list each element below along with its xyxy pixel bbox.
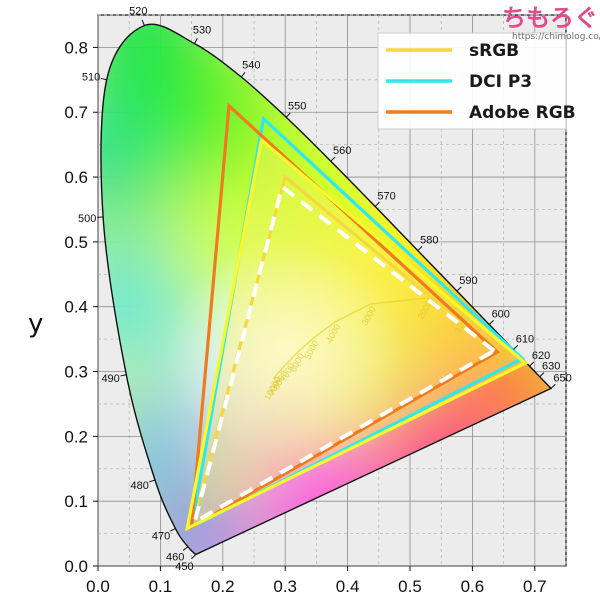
gamut-triangle-adobe-rgb — [189, 102, 501, 531]
wavelength-tick — [488, 320, 494, 325]
wavelength-label: 530 — [193, 24, 211, 36]
wavelength-tick — [529, 361, 535, 367]
wavelength-label: 560 — [333, 145, 351, 157]
wavelength-label: 500 — [78, 213, 96, 225]
x-axis: 0.0 0.1 0.2 0.3 0.4 0.5 0.6 0.7 — [86, 566, 547, 596]
wavelength-tick — [417, 246, 423, 251]
wavelength-label: 620 — [532, 350, 550, 362]
wavelength-label: 470 — [152, 531, 170, 543]
wavelength-tick — [100, 77, 107, 81]
wavelength-label: 570 — [377, 190, 395, 202]
y-tick-label: 0.1 — [64, 492, 88, 511]
wavelength-tick — [456, 286, 462, 292]
measured-gamut-fill — [187, 140, 526, 529]
wavelength-tick — [169, 528, 176, 532]
wavelength-tick — [240, 72, 246, 78]
wavelength-label: 610 — [516, 333, 534, 345]
wavelength-label: 630 — [542, 361, 560, 373]
y-tick-label: 0.4 — [64, 298, 88, 317]
wavelength-label: 650 — [553, 372, 571, 384]
y-tick-label: 0.8 — [64, 38, 88, 57]
watermark-url: https://chimolog.co/ — [512, 32, 600, 42]
wavelength-tick — [330, 156, 336, 162]
legend: sRGB DCI P3 Adobe RGB — [377, 32, 576, 130]
x-tick-label: 0.1 — [149, 577, 173, 596]
wavelength-tick — [513, 344, 519, 350]
wavelength-tick — [194, 38, 198, 44]
wavelength-label: 550 — [288, 101, 306, 113]
wavelength-label: 460 — [166, 552, 184, 564]
legend-label: sRGB — [469, 41, 519, 61]
x-tick-label: 0.7 — [523, 577, 547, 596]
gamut-triangles — [185, 102, 529, 532]
watermark-title: ちもろぐ — [502, 4, 598, 32]
wavelength-tick — [120, 374, 127, 377]
x-tick-label: 0.3 — [273, 577, 297, 596]
x-tick-label: 0.2 — [211, 577, 235, 596]
wavelength-label: 490 — [101, 373, 119, 385]
y-axis: 0.0 0.1 0.2 0.3 0.4 0.5 0.6 0.7 0.8 — [64, 38, 98, 576]
wavelength-tick — [539, 372, 545, 378]
wavelength-label: 510 — [82, 71, 100, 83]
wavelength-tick — [285, 112, 291, 118]
wavelength-label: 580 — [420, 234, 438, 246]
x-tick-label: 0.0 — [86, 577, 110, 596]
wavelength-label: 480 — [131, 480, 149, 492]
wavelength-label: 590 — [459, 275, 477, 287]
y-axis-title: y — [28, 309, 43, 339]
y-tick-label: 0.0 — [64, 557, 88, 576]
wavelength-tick — [141, 19, 145, 26]
wavelength-tick — [374, 201, 380, 207]
watermark: ちもろぐ https://chimolog.co/ — [502, 4, 600, 42]
wavelength-label: 600 — [492, 308, 510, 320]
y-tick-label: 0.2 — [64, 427, 88, 446]
wavelength-tick — [182, 546, 189, 551]
y-tick-label: 0.7 — [64, 103, 88, 122]
wavelength-tick — [550, 383, 556, 389]
wavelength-tick — [149, 479, 156, 483]
wavelength-tick — [191, 554, 197, 560]
x-tick-label: 0.5 — [398, 577, 422, 596]
y-tick-label: 0.3 — [64, 363, 88, 382]
wavelength-label: 450 — [175, 561, 193, 573]
legend-label: DCI P3 — [469, 72, 532, 92]
legend-label: Adobe RGB — [469, 103, 576, 123]
x-tick-label: 0.4 — [336, 577, 360, 596]
y-tick-label: 0.5 — [64, 233, 88, 252]
x-tick-label: 0.6 — [461, 577, 485, 596]
wavelength-label: 520 — [129, 6, 147, 18]
measured-gamut — [185, 137, 529, 532]
measured-gamut-dashed — [191, 183, 498, 526]
y-tick-label: 0.6 — [64, 168, 88, 187]
wavelength-label: 540 — [242, 60, 260, 72]
